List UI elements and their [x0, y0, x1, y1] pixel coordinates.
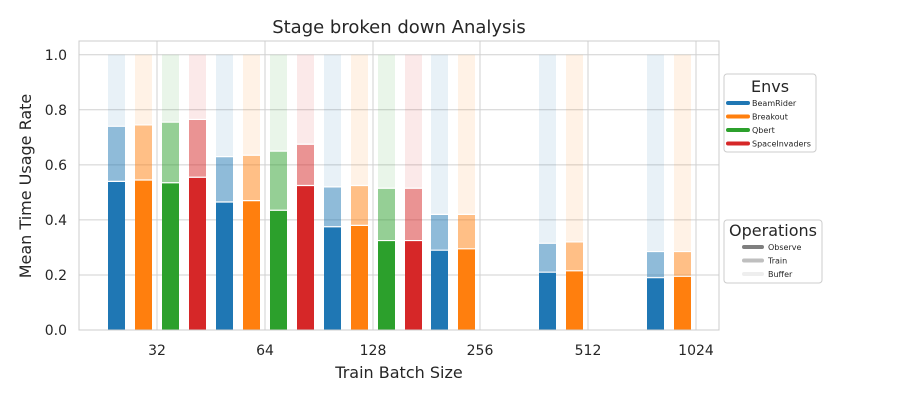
bar-buffer-beamrider-128	[324, 54, 341, 187]
bar-observe-beamrider-512	[539, 272, 556, 330]
bar-observe-beamrider-1024	[647, 277, 664, 330]
y-tick-label: 0.2	[45, 268, 67, 284]
x-axis-label: Train Batch Size	[334, 363, 462, 382]
bar-buffer-beamrider-256	[431, 54, 448, 215]
bar-train-spaceinvaders-32	[189, 119, 206, 178]
bar-buffer-qbert-32	[162, 54, 179, 123]
legend-envs-item: Breakout	[752, 113, 788, 122]
bar-buffer-breakout-32	[135, 54, 152, 125]
legend-operations-title: Operations	[729, 221, 817, 240]
bar-train-qbert-32	[162, 122, 179, 183]
bar-train-beamrider-512	[539, 243, 556, 273]
x-tick-label: 1024	[678, 343, 714, 359]
bar-buffer-beamrider-32	[108, 54, 125, 127]
bar-train-spaceinvaders-64	[297, 144, 314, 186]
bar-observe-beamrider-128	[324, 226, 341, 330]
legend-envs-title: Envs	[751, 77, 789, 96]
bar-train-beamrider-64	[216, 156, 233, 203]
bar-buffer-qbert-64	[270, 54, 287, 152]
bar-buffer-qbert-128	[378, 54, 395, 189]
y-tick-label: 0.6	[45, 158, 67, 174]
legend-operations-item: Observe	[768, 243, 801, 252]
legend-operations-item: Train	[767, 257, 787, 266]
bar-buffer-spaceinvaders-64	[297, 54, 314, 145]
bar-train-qbert-64	[270, 151, 287, 211]
bar-observe-beamrider-32	[108, 181, 125, 330]
bar-train-breakout-64	[243, 155, 260, 201]
bar-observe-spaceinvaders-128	[405, 240, 422, 330]
bar-train-beamrider-128	[324, 186, 341, 227]
x-tick-label: 64	[256, 343, 274, 359]
plot-frame	[78, 40, 720, 331]
bar-observe-breakout-512	[566, 270, 583, 330]
bar-observe-qbert-64	[270, 210, 287, 330]
bar-buffer-breakout-1024	[674, 54, 691, 252]
bar-buffer-breakout-64	[243, 54, 260, 156]
legend-operations: Operations Observe Train Buffer	[723, 219, 823, 284]
bar-buffer-spaceinvaders-128	[405, 54, 422, 189]
bar-buffer-breakout-128	[351, 54, 368, 186]
bar-train-spaceinvaders-128	[405, 188, 422, 241]
bar-observe-qbert-32	[162, 182, 179, 330]
legend-envs-item: Qbert	[752, 126, 775, 135]
axes-layer: 0.0 0.2 0.4 0.6 0.8 1.0 32 64 128 256 512 1024	[45, 40, 720, 359]
bar-observe-spaceinvaders-64	[297, 185, 314, 330]
y-tick-label: 0.0	[45, 323, 67, 339]
bar-train-beamrider-32	[108, 126, 125, 182]
bar-observe-breakout-32	[135, 179, 152, 330]
y-tick-label: 0.4	[45, 213, 67, 229]
bar-buffer-spaceinvaders-32	[189, 54, 206, 120]
bar-train-beamrider-1024	[647, 251, 664, 278]
bar-observe-breakout-128	[351, 225, 368, 330]
bar-observe-beamrider-256	[431, 250, 448, 330]
bar-buffer-beamrider-1024	[647, 54, 664, 252]
bar-train-breakout-1024	[674, 251, 691, 277]
bar-observe-breakout-64	[243, 200, 260, 330]
bar-train-breakout-128	[351, 185, 368, 226]
bar-observe-breakout-256	[458, 248, 475, 330]
legend-operations-item: Buffer	[768, 270, 793, 279]
bar-train-breakout-32	[135, 124, 152, 180]
bar-train-breakout-256	[458, 214, 475, 249]
x-tick-label: 256	[467, 343, 494, 359]
bar-buffer-breakout-512	[566, 54, 583, 242]
y-tick-label: 1.0	[45, 48, 67, 64]
chart-title: Stage broken down Analysis	[272, 17, 526, 38]
bar-buffer-beamrider-64	[216, 54, 233, 157]
bar-observe-qbert-128	[378, 240, 395, 330]
x-tick-label: 128	[360, 343, 387, 359]
grid-layer	[79, 41, 719, 331]
bar-train-breakout-512	[566, 241, 583, 271]
bar-train-qbert-128	[378, 188, 395, 241]
bars-layer	[108, 54, 691, 330]
y-tick-label: 0.8	[45, 103, 67, 119]
bar-train-beamrider-256	[431, 214, 448, 251]
legend-layer: Envs BeamRider Breakout Qbert SpaceInvaders O…	[723, 73, 823, 284]
bar-buffer-breakout-256	[458, 54, 475, 215]
legend-envs-item: BeamRider	[752, 99, 797, 108]
x-tick-label: 512	[575, 343, 602, 359]
legend-envs-item: SpaceInvaders	[752, 140, 811, 149]
legend-envs-box	[723, 73, 817, 153]
legend-operations-box	[723, 219, 823, 284]
x-tick-label: 32	[148, 343, 166, 359]
bar-observe-breakout-1024	[674, 276, 691, 330]
legend-envs: Envs BeamRider Breakout Qbert SpaceInvaders	[723, 73, 817, 153]
bar-buffer-beamrider-512	[539, 54, 556, 244]
y-axis-label: Mean Time Usage Rate	[16, 94, 35, 279]
bar-observe-spaceinvaders-32	[189, 177, 206, 330]
bar-observe-beamrider-64	[216, 202, 233, 330]
